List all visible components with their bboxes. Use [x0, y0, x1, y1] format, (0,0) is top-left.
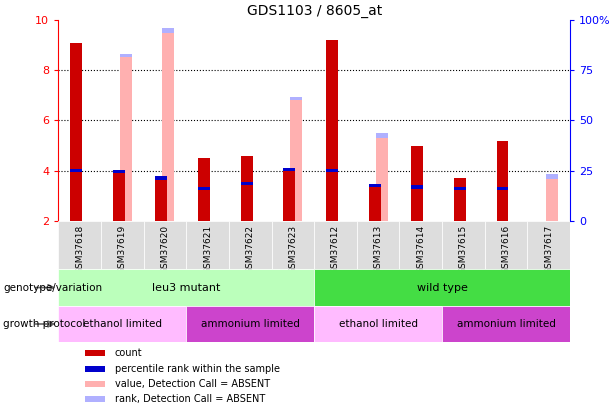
- Bar: [162, 28, 175, 33]
- Bar: [186, 221, 229, 269]
- Text: GSM37618: GSM37618: [75, 225, 84, 274]
- Title: GDS1103 / 8605_at: GDS1103 / 8605_at: [246, 4, 382, 18]
- Bar: [400, 221, 442, 269]
- Text: GSM37612: GSM37612: [331, 225, 340, 274]
- Text: percentile rank within the sample: percentile rank within the sample: [115, 364, 280, 373]
- Bar: [198, 158, 210, 221]
- Bar: [442, 306, 570, 342]
- Bar: [314, 269, 570, 306]
- Bar: [85, 366, 105, 372]
- Bar: [291, 98, 302, 100]
- Bar: [497, 187, 509, 190]
- Bar: [283, 168, 295, 171]
- Bar: [272, 221, 314, 269]
- Bar: [58, 306, 186, 342]
- Bar: [411, 145, 423, 221]
- Bar: [85, 350, 105, 356]
- Bar: [70, 43, 82, 221]
- Bar: [155, 177, 167, 180]
- Text: ethanol limited: ethanol limited: [83, 319, 162, 329]
- Text: growth protocol: growth protocol: [3, 319, 85, 329]
- Bar: [527, 221, 570, 269]
- Bar: [368, 184, 381, 187]
- Bar: [454, 187, 466, 190]
- Bar: [120, 57, 132, 221]
- Text: GSM37616: GSM37616: [501, 225, 511, 274]
- Bar: [454, 178, 466, 221]
- Text: GSM37621: GSM37621: [203, 225, 212, 274]
- Bar: [241, 181, 253, 185]
- Text: GSM37615: GSM37615: [459, 225, 468, 274]
- Bar: [283, 169, 295, 221]
- Bar: [411, 185, 423, 188]
- Bar: [326, 40, 338, 221]
- Bar: [85, 381, 105, 387]
- Bar: [155, 178, 167, 221]
- Bar: [162, 33, 175, 221]
- Bar: [546, 175, 558, 179]
- Bar: [186, 306, 314, 342]
- Text: GSM37613: GSM37613: [374, 225, 383, 274]
- Bar: [198, 187, 210, 190]
- Text: ammonium limited: ammonium limited: [200, 319, 300, 329]
- Text: ammonium limited: ammonium limited: [457, 319, 555, 329]
- Text: GSM37617: GSM37617: [544, 225, 554, 274]
- Bar: [143, 221, 186, 269]
- Bar: [376, 133, 387, 138]
- Bar: [101, 221, 143, 269]
- Bar: [326, 169, 338, 172]
- Bar: [291, 100, 302, 221]
- Bar: [241, 156, 253, 221]
- Bar: [113, 170, 124, 173]
- Bar: [70, 169, 82, 172]
- Text: GSM37620: GSM37620: [161, 225, 169, 274]
- Text: GSM37614: GSM37614: [416, 225, 425, 274]
- Bar: [229, 221, 272, 269]
- Bar: [314, 306, 442, 342]
- Text: GSM37619: GSM37619: [118, 225, 127, 274]
- Bar: [368, 185, 381, 221]
- Bar: [546, 179, 558, 221]
- Text: GSM37623: GSM37623: [288, 225, 297, 274]
- Text: value, Detection Call = ABSENT: value, Detection Call = ABSENT: [115, 379, 270, 389]
- Bar: [58, 221, 101, 269]
- Bar: [357, 221, 400, 269]
- Bar: [113, 172, 124, 221]
- Bar: [497, 141, 509, 221]
- Text: GSM37622: GSM37622: [246, 225, 254, 274]
- Bar: [120, 53, 132, 57]
- Bar: [314, 221, 357, 269]
- Bar: [442, 221, 485, 269]
- Bar: [485, 221, 527, 269]
- Text: genotype/variation: genotype/variation: [3, 283, 102, 292]
- Bar: [58, 269, 314, 306]
- Bar: [376, 138, 387, 221]
- Text: wild type: wild type: [417, 283, 468, 292]
- Text: ethanol limited: ethanol limited: [338, 319, 417, 329]
- Text: leu3 mutant: leu3 mutant: [152, 283, 221, 292]
- Bar: [85, 396, 105, 402]
- Text: rank, Detection Call = ABSENT: rank, Detection Call = ABSENT: [115, 394, 265, 404]
- Text: count: count: [115, 348, 143, 358]
